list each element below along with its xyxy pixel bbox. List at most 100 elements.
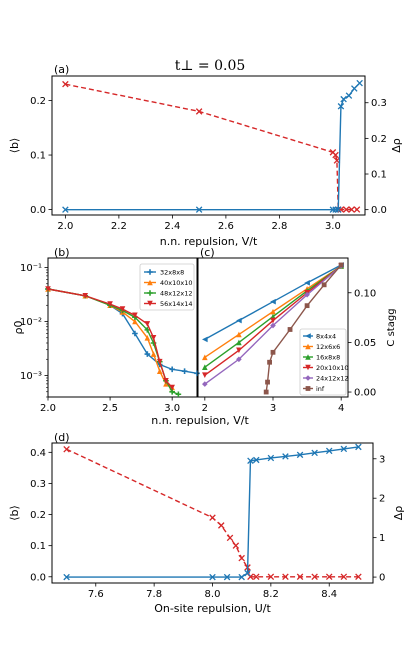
panel-d-left-ytick-label-4: 0.4 — [30, 448, 46, 459]
panel-a-right-ytick-label-2: 0.2 — [371, 134, 387, 145]
panel-d-tag: (d) — [54, 431, 70, 444]
panel-b-series-3-point-2 — [107, 301, 113, 307]
panel-b-xtick-label-1: 2.5 — [102, 403, 118, 414]
panel-d-ylabel-right: Δρ — [392, 506, 405, 521]
panel-d-right-ytick-label-2: 2 — [379, 494, 385, 505]
panel-b-series-0-point-7 — [169, 366, 175, 373]
panel-d-series-1-point-1 — [209, 573, 216, 581]
panel-b-series-1-point-5 — [144, 334, 151, 341]
panel-d-series-0-point-0 — [63, 445, 70, 453]
panel-a-series-1-point-5 — [337, 103, 345, 110]
panel-c-ytick-label-0: 0.00 — [354, 388, 376, 399]
panel-d-right-ytick-label-3: 3 — [379, 454, 385, 465]
panel-d-series-0-point-9 — [267, 573, 275, 581]
panel-a-series-0-point-6 — [337, 206, 345, 213]
panel-c-series-1-point-2 — [270, 308, 276, 315]
panel-b-legend-label-3: 56x14x14 — [160, 300, 193, 308]
panel-d-left-ytick-label-1: 0.1 — [30, 541, 46, 552]
panel-b-legend-marker-3 — [147, 300, 153, 307]
panel-c-tag: (c) — [200, 246, 215, 259]
panel-b-series-3-point-9 — [169, 384, 175, 391]
panel-c-series-5-point-1 — [265, 379, 270, 385]
panel-c-series-0-point-1 — [236, 317, 242, 324]
panel-d-series-0-point-8 — [253, 573, 260, 581]
panel-c-ylabel: C stagg — [386, 308, 397, 346]
panel-b-ytick-label-1: 10⁻² — [20, 317, 42, 328]
panel-a-series-1-point-0 — [62, 206, 69, 213]
panel-a-series-1-point-4 — [334, 206, 342, 213]
panel-d-series-1-point-0 — [63, 573, 70, 581]
panel-c-series-5-point-5 — [304, 303, 310, 309]
panel-c-ytick-label-1: 0.05 — [354, 338, 376, 349]
panel-a-ylabel-left: ⟨b⟩ — [8, 138, 21, 154]
panel-b-series-0-point-8 — [181, 368, 188, 375]
panel-c-series-0-point-2 — [270, 298, 276, 305]
panel-a-series-1-line — [65, 82, 361, 211]
panel-c-xtick-label-0: 2 — [202, 403, 208, 414]
panel-b-legend-marker-1 — [147, 279, 153, 286]
panel-a-series-1-point-2 — [329, 206, 337, 213]
panel-a-right-ytick-label-3: 0.3 — [371, 98, 387, 109]
panel-d-right-ytick-label-0: 0 — [379, 573, 385, 584]
panel-a-frame — [51, 75, 366, 216]
panel-b-series-0-point-4 — [132, 330, 138, 337]
panel-d-series-0-point-4 — [232, 542, 240, 549]
panel-a-left-ytick-label-0: 0.0 — [30, 205, 46, 216]
panel-d-xtick-label-0: 7.6 — [88, 589, 104, 600]
panel-c-series-5-point-0 — [263, 389, 269, 395]
panel-d-xlabel: On-site repulsion, U/t — [154, 602, 271, 615]
panel-c-series-5-point-3 — [270, 349, 276, 355]
panel-a-xtick-label-3: 2.6 — [218, 221, 234, 232]
panel-b-series-3-point-1 — [82, 292, 89, 299]
panel-b-series-3-point-5 — [144, 321, 151, 327]
panel-d-xtick-label-1: 7.8 — [146, 589, 162, 600]
panel-d-series-0-point-10 — [282, 573, 289, 581]
panel-b-series-1-point-6 — [150, 351, 157, 357]
panel-d-series-1-line — [66, 446, 359, 578]
panel-b-series-1-point-4 — [132, 318, 138, 325]
panel-b-frame — [47, 257, 198, 398]
panel-c-legend-label-2: 16x8x8 — [316, 354, 340, 362]
panel-d-series-1-point-5 — [247, 457, 254, 465]
panel-c-series-3-point-1 — [236, 347, 242, 354]
panel-d-series-1-point-4 — [244, 569, 251, 577]
panel-d-series-0-point-12 — [311, 573, 318, 581]
panel-d-xtick-label-3: 8.2 — [263, 589, 279, 600]
panel-c: (c) 2 3 4 0.00 0.05 0.10 C stagg 8x4x4 12x6x6 16x8… — [197, 246, 397, 414]
panel-d-series-0-point-13 — [325, 573, 333, 581]
panel-a-tag: (a) — [54, 63, 69, 76]
panel-a-left-ytick-label-1: 0.1 — [30, 151, 46, 162]
panel-d-right-ytick-label-1: 1 — [379, 533, 385, 544]
panel-a-xtick-label-4: 2.8 — [271, 221, 287, 232]
panel-d-series-1-point-9 — [296, 451, 304, 459]
panel-b-series-3-point-0 — [45, 286, 51, 292]
panel-b-series-3-line — [47, 288, 173, 388]
panel-b-series-3-point-4 — [132, 312, 138, 319]
panel-c-series-5-point-7 — [338, 262, 344, 268]
panel-b-xtick-label-0: 2.0 — [40, 403, 56, 414]
panel-a-left-ytick-label-2: 0.2 — [30, 96, 46, 107]
panel-b: (b) 2.0 2.5 3.0 10⁻³ 10⁻² 10⁻¹ ρ0 32x8x8 40x10x10… — [12, 246, 249, 427]
panel-c-legend-marker-5 — [305, 386, 311, 391]
panel-c-series-4-point-0 — [202, 381, 208, 387]
panel-a-xtick-label-1: 2.2 — [111, 221, 127, 232]
panel-d-series-0-point-14 — [340, 573, 348, 581]
panel-a-xlabel: n.n. repulsion, V/t — [160, 235, 258, 248]
panel-a-series-1-point-7 — [345, 92, 353, 99]
panel-c-series-0-point-3 — [304, 280, 310, 286]
panel-b-legend-marker-0 — [147, 269, 153, 275]
panel-c-series-3-point-2 — [270, 317, 276, 324]
panel-b-legend-label-0: 32x8x8 — [160, 269, 184, 277]
panel-a: (a) 2.0 2.2 2.4 2.6 2.8 3.0 0.0 0.1 0.2 0.0 0.1 0.2 0… — [8, 63, 403, 248]
panel-d-left-ytick-label-2: 0.2 — [30, 510, 46, 521]
panel-c-series-1-point-1 — [236, 331, 242, 338]
panel-d-left-ytick-label-0: 0.0 — [30, 572, 46, 583]
panel-b-xtick-label-2: 3.0 — [164, 403, 180, 414]
panel-d-series-1-point-2 — [223, 573, 231, 581]
panel-c-series-5-point-4 — [287, 327, 293, 332]
panel-c-legend-marker-0 — [305, 333, 311, 339]
panel-d-series-1-point-7 — [267, 454, 275, 462]
figure-title: t⊥ = 0.05 — [175, 58, 246, 74]
panel-c-series-2-point-0 — [202, 364, 208, 371]
